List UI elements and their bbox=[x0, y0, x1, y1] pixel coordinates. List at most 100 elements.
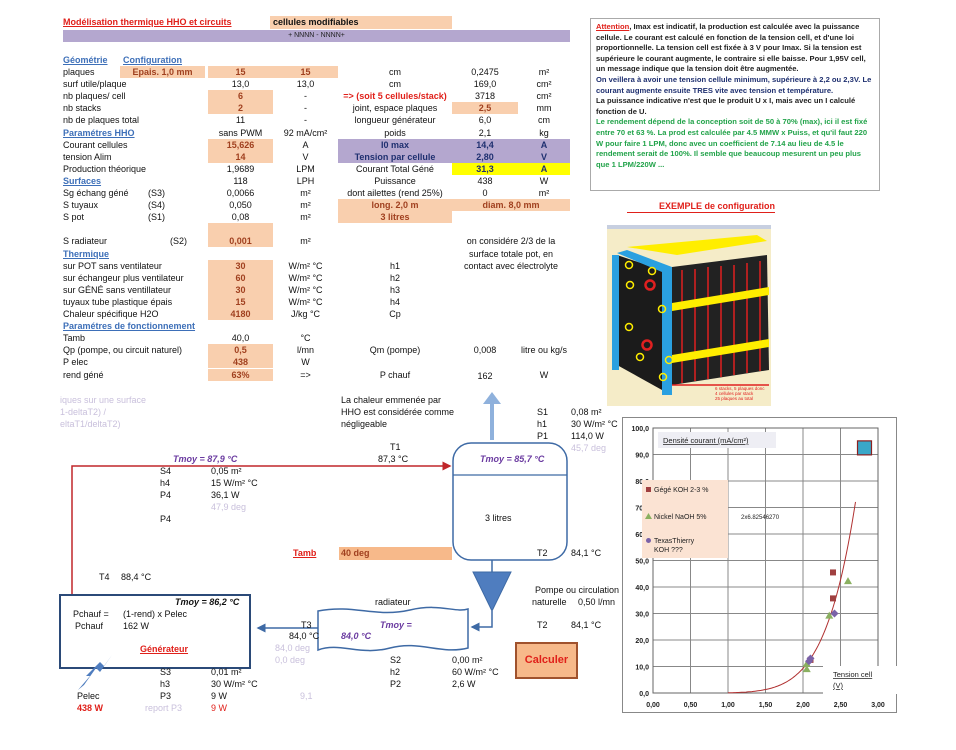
value-cell: Qm (pompe) bbox=[369, 345, 421, 356]
value-cell: 162 bbox=[477, 370, 493, 381]
editable-cell[interactable]: 4180 bbox=[208, 308, 273, 320]
y-tick-label: 30,0 bbox=[635, 612, 649, 619]
value-cell: (S3) bbox=[148, 188, 166, 198]
note-box: Attention, Imax est indicatif, la produc… bbox=[590, 18, 880, 191]
y-tick-label: 0,0 bbox=[639, 691, 649, 698]
row-label: sur POT sans ventilateur bbox=[63, 260, 162, 271]
chart-title: Densité courant (mA/cm²) bbox=[663, 436, 749, 445]
value-cell: 3718 bbox=[474, 91, 496, 102]
tank-volume: 3 litres bbox=[485, 513, 512, 523]
editable-cell[interactable]: long. 2,0 m bbox=[338, 199, 452, 212]
y-tick-label: 10,0 bbox=[635, 665, 649, 672]
row-label: S pot bbox=[63, 212, 85, 223]
editable-cell[interactable]: 60 bbox=[208, 271, 273, 284]
y-tick-label: 90,0 bbox=[635, 453, 649, 460]
row-label: rend géné bbox=[63, 369, 104, 380]
x-tick-label: 2,00 bbox=[796, 702, 810, 709]
t4-value: 88,4 °C bbox=[121, 572, 152, 582]
editable-cell[interactable]: 30 bbox=[208, 283, 273, 296]
value-cell: A bbox=[518, 138, 570, 151]
row-label: sur échangeur plus ventilateur bbox=[63, 272, 184, 283]
editable-cell[interactable]: 14 bbox=[208, 150, 273, 163]
hho-note-2: HHO est considérée comme bbox=[341, 407, 455, 417]
configuration-link[interactable]: Configuration bbox=[123, 55, 182, 65]
h4-value: 15 W/m² °C bbox=[211, 478, 258, 488]
editable-cell[interactable]: 15 bbox=[208, 66, 273, 78]
s3-label: S3 bbox=[160, 667, 172, 677]
editable-cell[interactable]: 15,626 bbox=[208, 138, 273, 151]
generator-tmoy: Tmoy = 86,2 °C bbox=[175, 597, 240, 607]
editable-cell[interactable]: 6 bbox=[208, 90, 273, 103]
value-cell: 1,9689 bbox=[226, 163, 255, 174]
p4-label-2: P4 bbox=[160, 514, 172, 524]
p1-value: 114,0 W bbox=[571, 431, 604, 441]
t2-label: T2 bbox=[537, 548, 548, 558]
editable-cell[interactable]: 438 bbox=[208, 356, 273, 369]
value-cell: cm bbox=[389, 79, 401, 90]
data-point-diamond bbox=[806, 654, 815, 663]
editable-cell[interactable]: 30 bbox=[208, 259, 273, 272]
marker-box bbox=[856, 440, 873, 456]
value-cell: on considére 2/3 de la bbox=[466, 236, 556, 247]
editable-cell[interactable]: 0,001 bbox=[208, 235, 273, 248]
value-cell: V bbox=[518, 150, 570, 163]
editable-cell[interactable]: 15 bbox=[208, 295, 273, 308]
section-heading[interactable]: Surfaces bbox=[63, 175, 102, 186]
value-cell: W/m² °C bbox=[288, 284, 323, 295]
row-label: P elec bbox=[63, 357, 88, 368]
editable-cell[interactable]: 0,5 bbox=[208, 344, 273, 357]
data-point-triangle bbox=[802, 659, 811, 667]
editable-cell[interactable]: 15 bbox=[273, 66, 338, 78]
value-cell: (S2) bbox=[170, 236, 188, 247]
editable-cell[interactable]: 2,5 bbox=[452, 102, 518, 115]
value-cell: sans PWM bbox=[218, 127, 263, 138]
editable-cell[interactable] bbox=[208, 223, 273, 236]
p2-value: 2,6 W bbox=[452, 679, 476, 689]
calculate-button[interactable]: Calculer bbox=[515, 642, 578, 679]
pelec-label: Pelec bbox=[77, 691, 100, 701]
data-point-triangle bbox=[825, 611, 834, 619]
row-label: sur GÉNÉ sans ventillateur bbox=[63, 284, 172, 295]
x-tick-label: 1,50 bbox=[759, 702, 773, 709]
pchauf-value: 162 W bbox=[123, 621, 150, 631]
row-label: Tamb bbox=[63, 333, 86, 344]
p4-value: 36,1 W bbox=[211, 490, 240, 500]
value-cell: I0 max bbox=[338, 138, 452, 151]
section-heading[interactable]: Thermique bbox=[63, 248, 110, 259]
s2-label: S2 bbox=[390, 655, 402, 665]
t2b-label: T2 bbox=[537, 620, 548, 630]
y-tick-label: 40,0 bbox=[635, 585, 649, 592]
s3-value: 0,01 m² bbox=[211, 667, 242, 677]
value-cell: h4 bbox=[389, 296, 400, 307]
x-axis-label-unit: (V) bbox=[833, 681, 844, 690]
t2b-value: 84,1 °C bbox=[571, 620, 602, 630]
p2-label: P2 bbox=[390, 679, 402, 689]
row-label: plaques bbox=[63, 67, 95, 77]
generator-label: Générateur bbox=[140, 644, 189, 654]
value-cell: 0,050 bbox=[229, 200, 252, 211]
editable-cell[interactable]: 3 litres bbox=[338, 211, 452, 224]
value-cell: m² bbox=[538, 67, 550, 77]
report-p3-label: report P3 bbox=[145, 703, 183, 713]
editable-cell[interactable]: Epais. 1,0 mm bbox=[120, 66, 205, 78]
value-cell: cm bbox=[389, 67, 401, 77]
title-bg bbox=[658, 432, 776, 448]
x-tick-label: 1,00 bbox=[721, 702, 735, 709]
geometry-link[interactable]: Géométrie bbox=[63, 55, 108, 65]
trendline-label: 2x6.82546270 bbox=[741, 515, 780, 521]
value-cell: W/m² °C bbox=[288, 260, 323, 271]
value-cell: mm bbox=[536, 103, 552, 114]
editable-cell[interactable]: 2 bbox=[208, 102, 273, 115]
editable-cell[interactable]: 63% bbox=[208, 368, 273, 381]
section-heading[interactable]: Paramétres HHO bbox=[63, 127, 135, 138]
radiator-tmoy: Tmoy = bbox=[380, 620, 412, 630]
editable-cell[interactable]: diam. 8,0 mm bbox=[452, 199, 570, 212]
value-cell: cm² bbox=[536, 91, 552, 102]
t3-value: 84,0 °C bbox=[289, 631, 320, 641]
hho-note-3: négligeable bbox=[341, 419, 388, 429]
value-cell: 13,0 bbox=[231, 79, 250, 90]
section-heading[interactable]: Paramétres de fonctionnement bbox=[63, 321, 196, 332]
grey-text-2: 1-deltaT2) / bbox=[60, 407, 107, 417]
row-label: S radiateur bbox=[63, 236, 108, 247]
value-cell: 13,0 bbox=[296, 79, 315, 90]
